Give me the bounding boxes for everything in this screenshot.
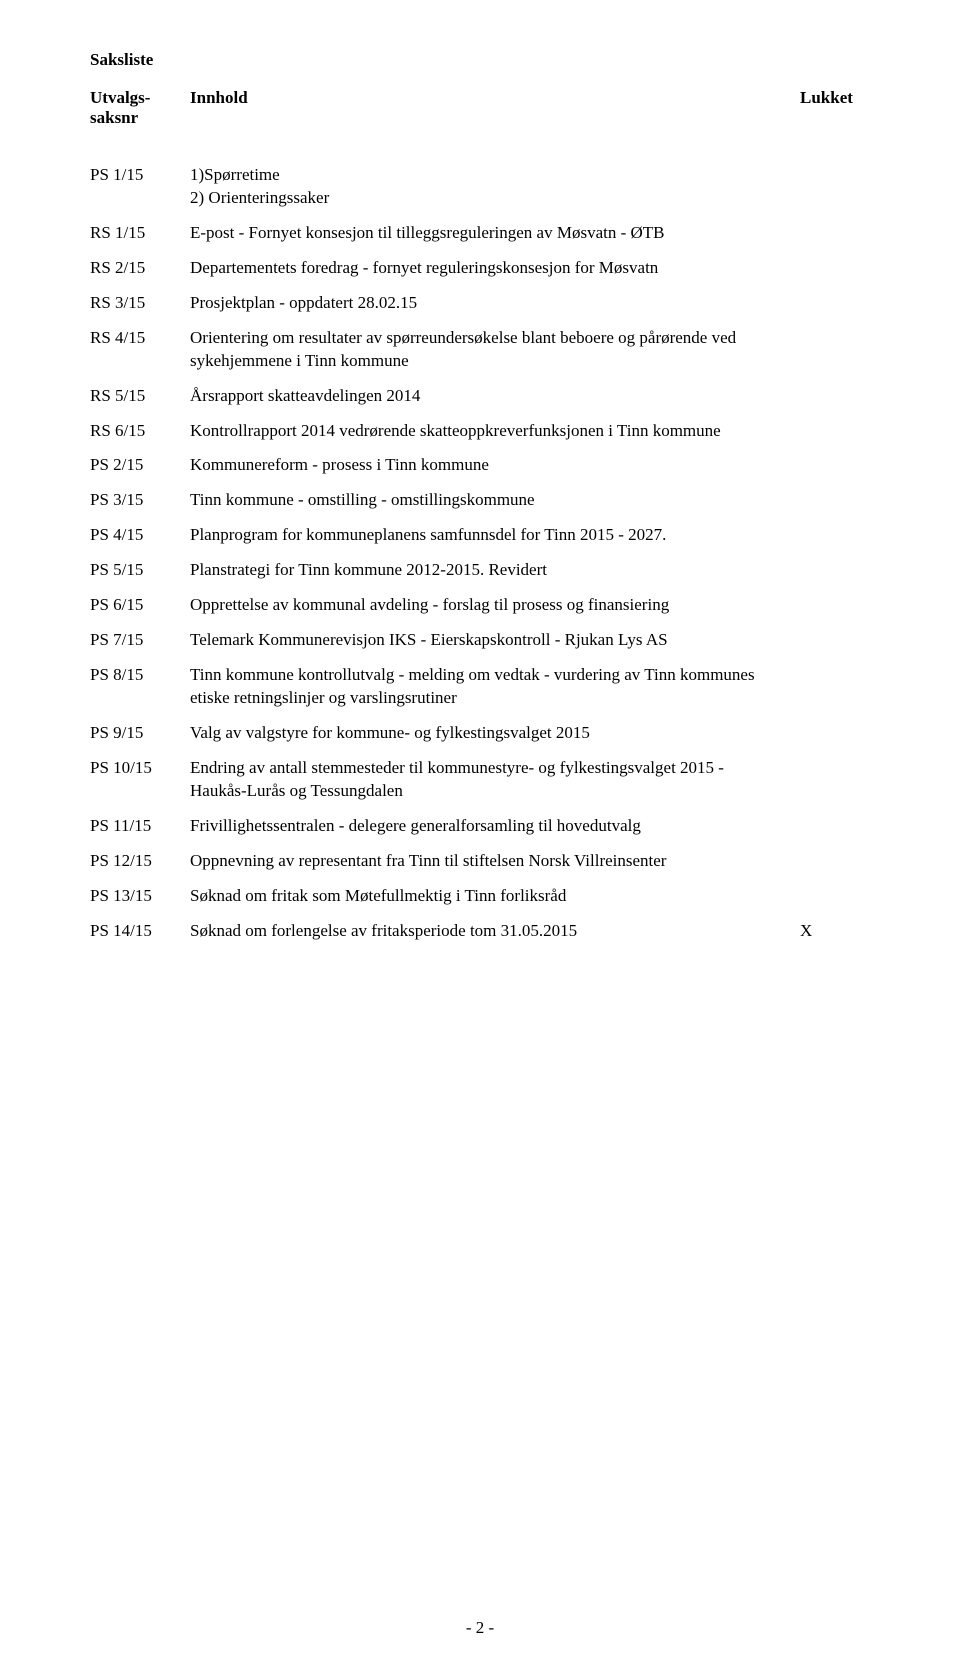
cell-innhold: Telemark Kommunerevisjon IKS - Eierskaps… [190,629,800,652]
table-row: PS 12/15Oppnevning av representant fra T… [90,850,870,873]
cell-lukket [800,850,870,873]
cell-saksnr: PS 5/15 [90,559,190,582]
cell-saksnr: PS 14/15 [90,920,190,943]
header-saksnr-line1: Utvalgs- [90,88,150,107]
cell-lukket [800,757,870,803]
page-number: - 2 - [0,1618,960,1638]
header-lukket: Lukket [800,88,870,128]
cell-innhold: Tinn kommune kontrollutvalg - melding om… [190,664,800,710]
table-row: PS 13/15Søknad om fritak som Møtefullmek… [90,885,870,908]
cell-innhold: Opprettelse av kommunal avdeling - forsl… [190,594,800,617]
cell-innhold: Oppnevning av representant fra Tinn til … [190,850,800,873]
table-row: PS 5/15Planstrategi for Tinn kommune 201… [90,559,870,582]
table-row: RS 4/15Orientering om resultater av spør… [90,327,870,373]
cell-saksnr: PS 3/15 [90,489,190,512]
cell-lukket [800,629,870,652]
cell-innhold: Planprogram for kommuneplanens samfunnsd… [190,524,800,547]
cell-innhold: Tinn kommune - omstilling - omstillingsk… [190,489,800,512]
table-row: PS 1/151)Spørretime 2) Orienteringssaker [90,164,870,210]
table-row: RS 5/15Årsrapport skatteavdelingen 2014 [90,385,870,408]
table-row: PS 6/15Opprettelse av kommunal avdeling … [90,594,870,617]
table-row: PS 4/15Planprogram for kommuneplanens sa… [90,524,870,547]
cell-innhold: 1)Spørretime 2) Orienteringssaker [190,164,800,210]
cell-innhold: Departementets foredrag - fornyet regule… [190,257,800,280]
cell-lukket [800,327,870,373]
table-row: PS 3/15Tinn kommune - omstilling - omsti… [90,489,870,512]
cell-innhold: Frivillighetssentralen - delegere genera… [190,815,800,838]
table-row: PS 8/15Tinn kommune kontrollutvalg - mel… [90,664,870,710]
cell-saksnr: RS 4/15 [90,327,190,373]
table-row: RS 1/15E-post - Fornyet konsesjon til ti… [90,222,870,245]
cell-saksnr: PS 9/15 [90,722,190,745]
cell-saksnr: RS 1/15 [90,222,190,245]
cell-lukket: X [800,920,870,943]
table-body: PS 1/151)Spørretime 2) Orienteringssaker… [90,164,870,943]
cell-innhold: Valg av valgstyre for kommune- og fylkes… [190,722,800,745]
cell-innhold: Planstrategi for Tinn kommune 2012-2015.… [190,559,800,582]
cell-innhold: Orientering om resultater av spørreunder… [190,327,800,373]
cell-innhold: Kontrollrapport 2014 vedrørende skatteop… [190,420,800,443]
table-row: RS 3/15Prosjektplan - oppdatert 28.02.15 [90,292,870,315]
document-title: Saksliste [90,50,870,70]
cell-lukket [800,664,870,710]
cell-saksnr: PS 4/15 [90,524,190,547]
cell-saksnr: PS 11/15 [90,815,190,838]
table-row: RS 2/15Departementets foredrag - fornyet… [90,257,870,280]
cell-saksnr: RS 2/15 [90,257,190,280]
cell-lukket [800,594,870,617]
table-row: PS 9/15Valg av valgstyre for kommune- og… [90,722,870,745]
cell-lukket [800,489,870,512]
cell-saksnr: RS 3/15 [90,292,190,315]
table-row: PS 7/15Telemark Kommunerevisjon IKS - Ei… [90,629,870,652]
table-row: PS 2/15Kommunereform - prosess i Tinn ko… [90,454,870,477]
cell-lukket [800,559,870,582]
cell-lukket [800,885,870,908]
cell-innhold: Endring av antall stemmesteder til kommu… [190,757,800,803]
table-header-row: Utvalgs- saksnr Innhold Lukket [90,88,870,128]
header-saksnr: Utvalgs- saksnr [90,88,190,128]
cell-lukket [800,222,870,245]
cell-saksnr: RS 6/15 [90,420,190,443]
cell-saksnr: PS 1/15 [90,164,190,210]
cell-saksnr: RS 5/15 [90,385,190,408]
cell-saksnr: PS 2/15 [90,454,190,477]
cell-saksnr: PS 12/15 [90,850,190,873]
cell-saksnr: PS 13/15 [90,885,190,908]
cell-saksnr: PS 8/15 [90,664,190,710]
cell-lukket [800,257,870,280]
cell-lukket [800,164,870,210]
table-row: PS 10/15Endring av antall stemmesteder t… [90,757,870,803]
cell-lukket [800,454,870,477]
page: Saksliste Utvalgs- saksnr Innhold Lukket… [0,0,960,1678]
cell-innhold: E-post - Fornyet konsesjon til tilleggsr… [190,222,800,245]
table-row: PS 14/15Søknad om forlengelse av fritaks… [90,920,870,943]
cell-innhold: Kommunereform - prosess i Tinn kommune [190,454,800,477]
cell-saksnr: PS 10/15 [90,757,190,803]
table-row: RS 6/15Kontrollrapport 2014 vedrørende s… [90,420,870,443]
cell-lukket [800,292,870,315]
cell-lukket [800,420,870,443]
cell-lukket [800,385,870,408]
cell-lukket [800,722,870,745]
cell-lukket [800,815,870,838]
cell-saksnr: PS 7/15 [90,629,190,652]
cell-lukket [800,524,870,547]
header-innhold: Innhold [190,88,800,128]
header-saksnr-line2: saksnr [90,108,138,127]
cell-innhold: Søknad om forlengelse av fritaksperiode … [190,920,800,943]
cell-saksnr: PS 6/15 [90,594,190,617]
cell-innhold: Prosjektplan - oppdatert 28.02.15 [190,292,800,315]
table-row: PS 11/15Frivillighetssentralen - deleger… [90,815,870,838]
cell-innhold: Årsrapport skatteavdelingen 2014 [190,385,800,408]
cell-innhold: Søknad om fritak som Møtefullmektig i Ti… [190,885,800,908]
